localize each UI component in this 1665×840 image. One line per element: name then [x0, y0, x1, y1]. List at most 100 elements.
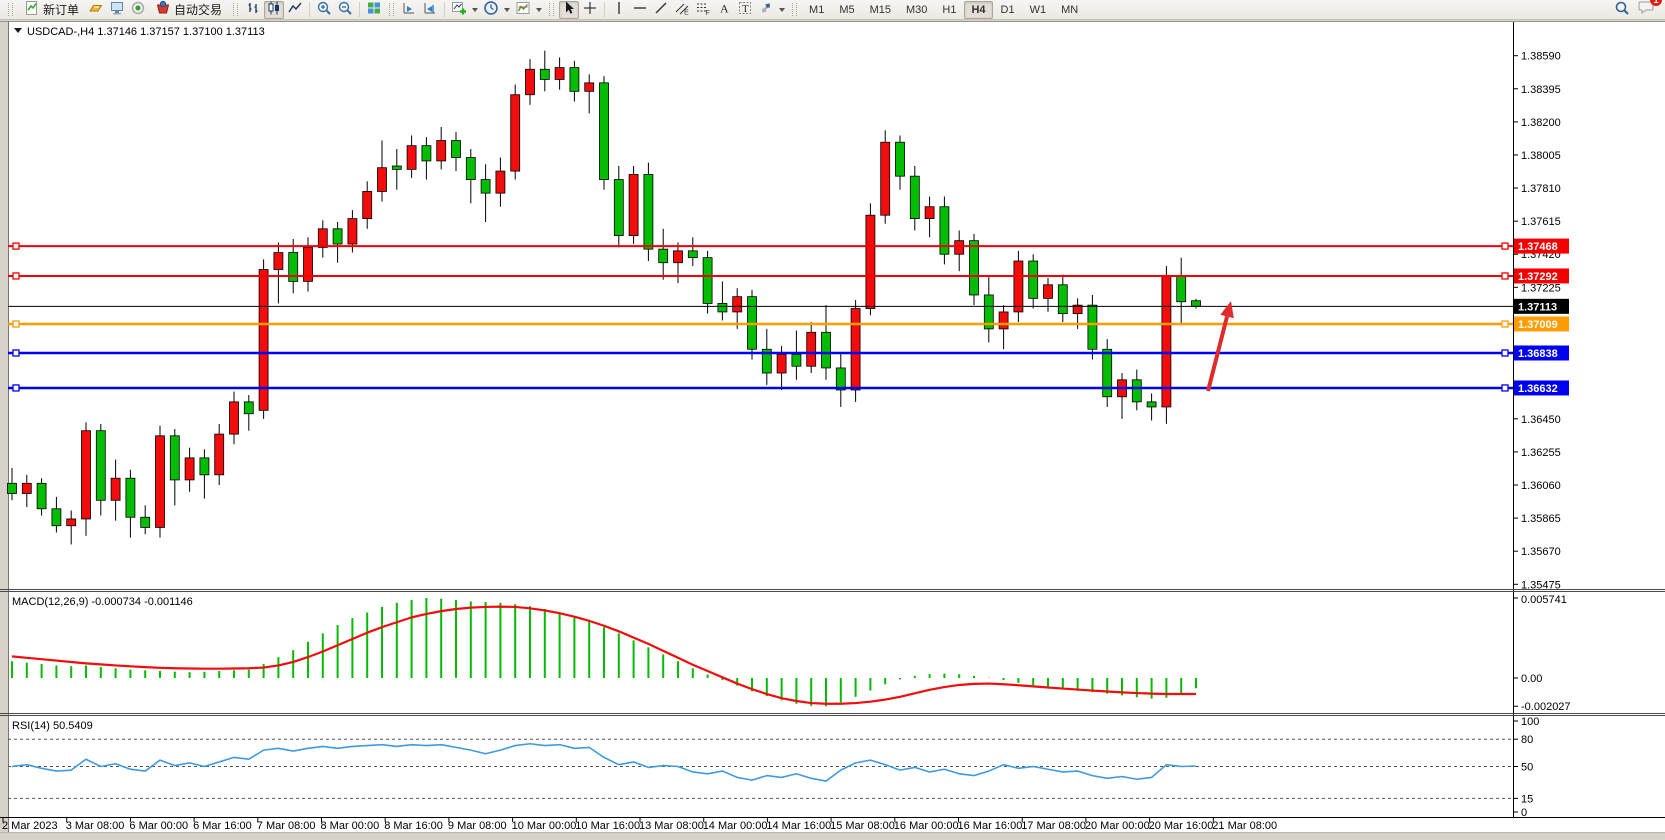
- auto-trading-button[interactable]: 自动交易: [149, 0, 228, 19]
- text-button[interactable]: A: [714, 1, 734, 19]
- candle: [702, 250, 713, 314]
- candle: [539, 50, 550, 92]
- line-handle[interactable]: [1501, 272, 1509, 280]
- time-axis[interactable]: 2 Mar 2023 3 Mar 08:00 6 Mar 00:00 6 Mar 16…: [0, 817, 1665, 833]
- time-tick-label: 10 Mar 16:00: [575, 820, 640, 832]
- macd-signal-line: [11, 605, 1197, 705]
- step-forward-button[interactable]: [420, 1, 440, 19]
- zoom-out-button[interactable]: [335, 1, 355, 19]
- signal-button[interactable]: [128, 1, 148, 19]
- toolbar: 新订单 自动交易: [0, 0, 1665, 20]
- candlestick-chart-button[interactable]: [264, 0, 285, 19]
- price-tick-label: 1.36255: [1521, 447, 1561, 459]
- candle: [199, 449, 210, 499]
- toolbar-grip[interactable]: [233, 3, 239, 16]
- text-label-button[interactable]: T: [735, 1, 755, 19]
- candle: [421, 137, 432, 180]
- trendline-button[interactable]: [651, 1, 671, 19]
- timeframe-w1[interactable]: W1: [1023, 1, 1054, 19]
- candle: [258, 259, 269, 419]
- candle-body: [1043, 284, 1053, 299]
- candle-body: [732, 296, 743, 313]
- candle: [761, 328, 772, 385]
- line-handle[interactable]: [1501, 349, 1509, 357]
- step-back-button[interactable]: [399, 1, 419, 19]
- line-handle[interactable]: [1501, 384, 1509, 392]
- candle: [909, 165, 920, 231]
- candle: [81, 422, 91, 536]
- arrow-annotation[interactable]: [1206, 316, 1229, 392]
- line-handle[interactable]: [12, 272, 20, 280]
- timeframe-m30[interactable]: M30: [899, 1, 934, 19]
- candle-body: [258, 269, 269, 411]
- line-chart-button[interactable]: [285, 1, 305, 19]
- line-handle[interactable]: [12, 349, 20, 357]
- candle-body: [377, 167, 387, 192]
- chevron-down-icon: [779, 7, 786, 12]
- candle-body: [169, 435, 180, 481]
- line-handle[interactable]: [1501, 242, 1509, 250]
- time-tick-label: 7 Mar 08:00: [257, 820, 316, 832]
- crosshair-icon: [582, 0, 598, 19]
- arrow-annotation-head[interactable]: [1220, 301, 1234, 319]
- svg-text:E: E: [684, 10, 689, 17]
- fibonacci-button[interactable]: F: [693, 1, 713, 19]
- toolbar-grip[interactable]: [8, 3, 13, 16]
- line-handle[interactable]: [1501, 320, 1509, 328]
- candle: [36, 478, 47, 516]
- candle: [377, 140, 387, 202]
- timeframe-m15[interactable]: M15: [863, 1, 898, 19]
- timeframe-h4[interactable]: H4: [964, 0, 993, 19]
- price-tick-label: 1.38200: [1521, 117, 1561, 129]
- candle-body: [436, 140, 447, 162]
- candle-body: [199, 457, 210, 476]
- candle-body: [998, 311, 1009, 330]
- price-flag-label: 1.37292: [1518, 271, 1558, 283]
- terminal-button[interactable]: [107, 1, 127, 19]
- line-handle[interactable]: [12, 384, 20, 392]
- candle-body: [806, 331, 817, 367]
- candle-body: [835, 367, 846, 391]
- line-handle[interactable]: [12, 242, 20, 250]
- cursor-button[interactable]: [559, 0, 580, 19]
- bar-chart-icon: [245, 0, 261, 19]
- symbol-dropdown-icon[interactable]: [14, 28, 22, 33]
- timeframe-d1[interactable]: D1: [994, 1, 1022, 19]
- timeframe-m1[interactable]: M1: [802, 1, 831, 19]
- template-button[interactable]: [513, 1, 544, 19]
- vertical-line-button[interactable]: [609, 1, 629, 19]
- bar-chart-button[interactable]: [243, 1, 263, 19]
- crosshair-button[interactable]: [580, 1, 600, 19]
- candle: [895, 135, 905, 190]
- gold-button[interactable]: [86, 1, 106, 19]
- line-handle[interactable]: [12, 320, 20, 328]
- horizontal-line-button[interactable]: [630, 1, 650, 19]
- candle: [998, 305, 1009, 350]
- toolbar-grip[interactable]: [792, 3, 798, 16]
- chat-button[interactable]: 1: [1638, 0, 1662, 20]
- equidistant-channel-button[interactable]: E: [672, 1, 692, 19]
- candle: [140, 505, 151, 535]
- time-tick-label: 13 Mar 08:00: [639, 820, 704, 832]
- candle: [806, 322, 817, 374]
- period-clock-button[interactable]: [481, 1, 512, 19]
- search-button[interactable]: [1612, 1, 1632, 19]
- candle-body: [865, 214, 876, 309]
- new-order-button[interactable]: 新订单: [18, 1, 85, 19]
- add-indicator-button[interactable]: [449, 1, 480, 19]
- toolbar-grip[interactable]: [549, 3, 555, 16]
- timeframe-h1[interactable]: H1: [935, 1, 963, 19]
- tile-windows-button[interactable]: [364, 1, 384, 19]
- rsi-tick-label: 0: [1521, 807, 1527, 819]
- rsi-line: [11, 742, 1197, 782]
- candle: [1146, 393, 1157, 421]
- price-tick-label: 1.36450: [1521, 414, 1561, 426]
- candle-body: [924, 206, 935, 220]
- candle-body: [880, 141, 891, 216]
- timeframe-mn[interactable]: MN: [1054, 1, 1085, 19]
- arrows-button[interactable]: [756, 1, 787, 19]
- zoom-in-button[interactable]: [314, 1, 334, 19]
- candle: [51, 496, 62, 533]
- timeframe-m5[interactable]: M5: [832, 1, 861, 19]
- toolbar-grip[interactable]: [389, 3, 395, 16]
